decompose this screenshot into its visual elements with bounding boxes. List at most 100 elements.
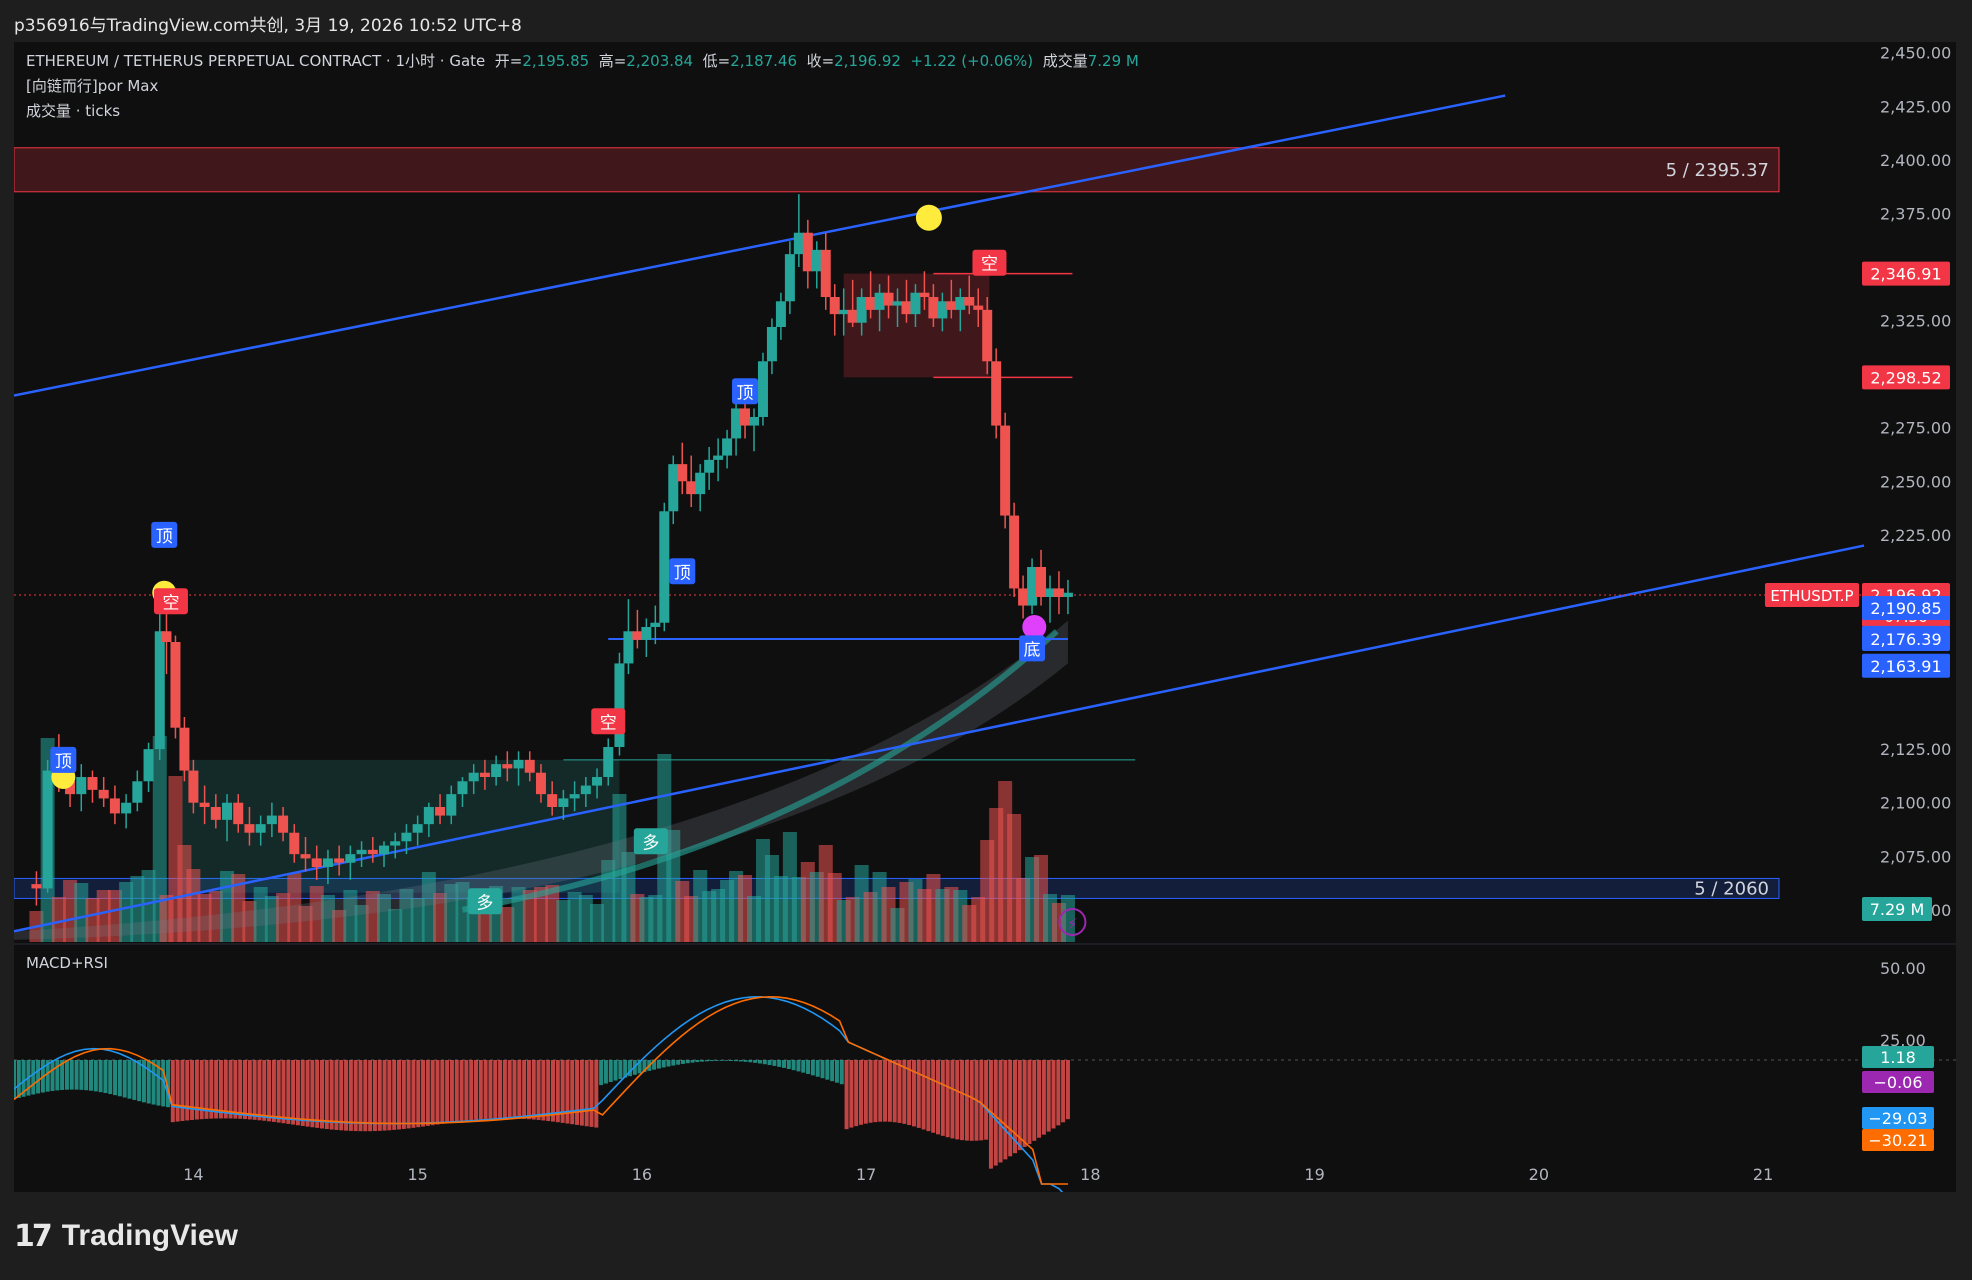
indicator-legend-1[interactable]: [向链而行]por Max [26,77,159,95]
candle-body [379,845,389,855]
candle-body [334,858,345,863]
candle [334,845,345,876]
candle [982,297,993,375]
macd-histogram-bar [565,1060,570,1124]
macd-histogram-bar [132,1060,137,1100]
candle [244,807,255,846]
signal-tag-text: 空 [162,593,179,613]
candle-body [423,807,434,825]
candle [188,759,199,814]
indicator-legend-2[interactable]: 成交量 · ticks [26,102,121,120]
candle-body [838,309,849,315]
candle [143,742,154,792]
macd-histogram-bar [1065,1060,1070,1120]
macd-histogram-bar [892,1060,897,1123]
candle-body [775,301,786,327]
candle [802,219,813,289]
candle-body [179,727,190,771]
macd-histogram-bar [122,1060,127,1098]
candle-body [390,841,401,846]
macd-value-badge: −29.03 [1862,1107,1934,1129]
price-tick-label: 2,075.00 [1880,847,1951,866]
symbol-tag-box [1765,583,1859,608]
candle [1053,571,1064,615]
candle [423,802,434,837]
macd-histogram-bar [656,1060,661,1069]
candle-body [603,747,614,777]
macd-histogram-bar [276,1060,281,1123]
candle-body [883,292,894,306]
macd-histogram-bar [623,1060,628,1078]
candle [955,288,966,332]
volume-bar [298,906,313,942]
candle [668,455,679,525]
macd-histogram-bar [950,1060,955,1139]
macd-histogram-bar [652,1060,657,1070]
macd-tick-label: 25.00 [1880,1031,1926,1050]
volume-bar [197,894,212,942]
lower-trendline [14,544,1865,933]
macd-histogram-bar [146,1060,151,1104]
candle-body [928,297,939,319]
signal-tag-box [633,828,668,855]
ohlc-legend: ETHEREUM / TETHERUS PERPETUAL CONTRACT ·… [26,50,1139,71]
price-label-badge-box [1862,596,1950,621]
macd-histogram-bar [825,1060,830,1080]
candle [775,292,786,340]
candle [901,279,912,323]
signal-tag-top: 顶 [50,746,77,773]
candle-body [479,772,490,777]
candle-body [766,327,777,362]
macd-histogram-bar [377,1060,382,1131]
chart-canvas[interactable]: 5 / 2395.375 / 2060顶顶空空顶顶多多空底⚡2,450.002,… [14,42,1956,1192]
candle-body [1009,515,1020,589]
candle [757,352,768,426]
macd-legend[interactable]: MACD+RSI [26,954,108,972]
macd-histogram-bar [271,1060,276,1122]
candle-body [820,249,831,297]
candle [300,837,311,872]
chart-panel[interactable]: 5 / 2395.37 5 / 2060 顶顶空空顶顶多多空底 ⚡ 2,450.00 2,… [14,42,1956,1192]
macd-histogram-bar [931,1060,936,1133]
macd-histogram-bar [526,1060,531,1120]
macd-histogram-bar [247,1060,252,1120]
candle [1062,579,1073,615]
open-label: 开= [494,52,523,70]
high-value: 2,203.84 [626,52,694,70]
price-tick-label: 2,375.00 [1880,204,1951,223]
macd-histogram-bar [897,1060,902,1123]
candle [1000,412,1011,529]
candle-body [311,858,322,867]
macd-histogram-bar [170,1060,175,1123]
macd-histogram-bar [363,1060,368,1132]
macd-histogram-bar [194,1060,199,1120]
price-label-badge-text: 2,163.91 [1870,657,1941,676]
macd-histogram-bar [926,1060,931,1132]
candle-body [255,824,266,833]
macd-histogram-bar [295,1060,300,1126]
signal-tag-short: 空 [591,708,626,735]
tradingview-logo[interactable]: 17 TradingView [14,1216,238,1256]
open-value: 2,195.85 [522,52,590,70]
candle-body [446,794,457,816]
low-value: 2,187.46 [730,52,798,70]
macd-histogram-bar [93,1060,98,1092]
macd-histogram-bar [348,1060,353,1131]
candle-body [1053,588,1064,597]
candle [650,605,661,645]
marker-circle-yellow [915,204,942,231]
macd-value-badge-box [1862,1046,1934,1068]
macd-histogram-bar [709,1060,714,1062]
price-label-badge: 2,346.91 [1862,261,1950,286]
macd-histogram-bar [522,1060,527,1119]
macd-histogram-bar [724,1060,729,1061]
candle-body [731,408,742,439]
macd-histogram-bar [1008,1060,1013,1157]
macd-histogram-bar [382,1060,387,1131]
volume-bar [377,894,391,942]
candle [31,871,42,906]
candle [892,288,903,327]
candle [623,599,634,675]
candle [820,232,831,310]
macd-histogram-bar [454,1060,459,1122]
